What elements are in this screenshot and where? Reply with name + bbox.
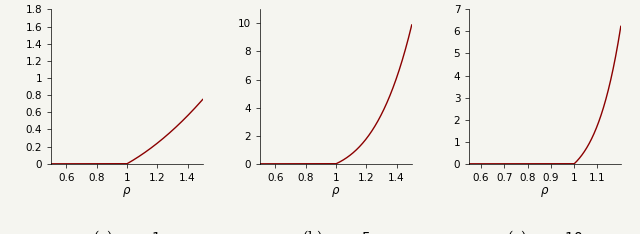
X-axis label: ρ: ρ: [332, 184, 340, 197]
X-axis label: ρ: ρ: [541, 184, 549, 197]
Text: (b)  $m = 5$: (b) $m = 5$: [301, 229, 371, 234]
Text: (a)  $m = 1$: (a) $m = 1$: [93, 229, 161, 234]
X-axis label: ρ: ρ: [123, 184, 131, 197]
Text: (c)  $m = 10$: (c) $m = 10$: [507, 229, 583, 234]
